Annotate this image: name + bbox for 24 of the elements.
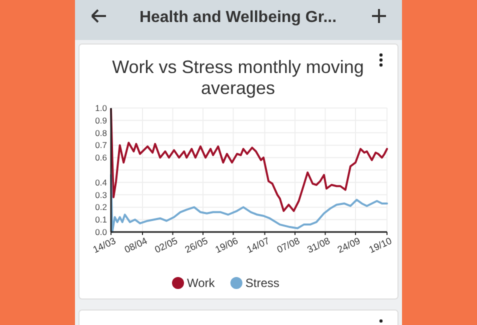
text: Health and Wellbeing Gr... — [139, 9, 337, 26]
y-tick-label: 0.3 — [95, 190, 108, 200]
y-tick-label: 0.9 — [95, 115, 108, 126]
y-tick-label: 1.0 — [95, 102, 108, 113]
legend-label: Work — [187, 276, 216, 290]
y-tick-label: 0.0 — [95, 226, 108, 237]
y-tick-label: 0.8 — [95, 128, 108, 138]
y-tick-label: 0.1 — [95, 214, 108, 225]
x-tick-label: 02/05 — [153, 236, 180, 256]
y-tick-label: 0.6 — [95, 152, 108, 163]
y-tick-label: 0.7 — [95, 140, 108, 150]
x-tick-label: 08/04 — [122, 236, 150, 256]
chart-title: Work vs Stress monthly moving averages — [112, 57, 364, 98]
x-tick-label: 19/10 — [367, 236, 394, 256]
x-tick-label: 19/06 — [214, 236, 240, 256]
x-tick-label: 14/03 — [91, 236, 118, 256]
x-tick-label: 14/07 — [245, 236, 272, 256]
x-tick-label: 07/08 — [275, 236, 302, 256]
y-tick-label: 0.4 — [95, 177, 108, 188]
x-tick-label: 31/08 — [306, 236, 332, 256]
legend-label: Stress — [245, 276, 280, 290]
x-tick-label: 26/05 — [183, 236, 210, 256]
y-tick-label: 0.2 — [95, 202, 108, 212]
x-tick-label: 24/09 — [336, 236, 362, 256]
